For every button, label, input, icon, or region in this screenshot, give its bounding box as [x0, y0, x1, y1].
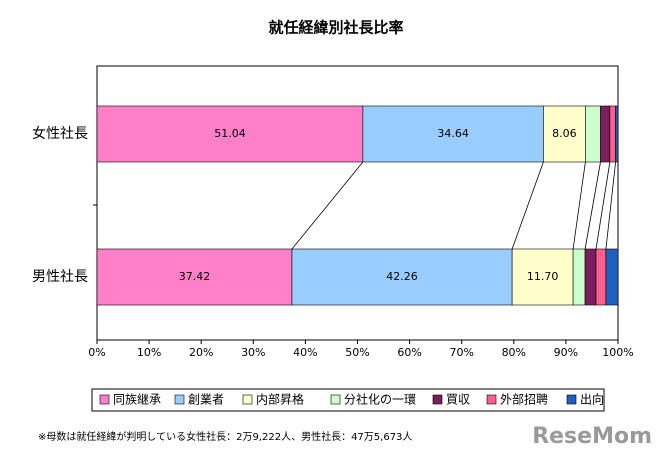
x-tick-label: 40% [293, 346, 317, 359]
series-connector [572, 161, 586, 250]
legend-box [91, 388, 605, 412]
x-tick-label: 10% [137, 346, 161, 359]
bar-segment [609, 105, 616, 163]
x-tick-label: 90% [554, 346, 578, 359]
legend-label: 内部昇格 [256, 392, 304, 407]
series-connector [605, 161, 617, 250]
bar-segment [96, 248, 293, 306]
data-label: 42.26 [386, 270, 418, 283]
data-label: 11.70 [527, 270, 559, 283]
bar-segment [584, 248, 597, 306]
footnote: ※母数は就任経緯が判明している女性社長：2万9,222人、男性社長：47万5,6… [38, 430, 412, 443]
legend-swatch [486, 394, 497, 405]
legend-label: 出向 [580, 392, 604, 407]
data-label: 34.64 [437, 127, 469, 140]
bar-segment [511, 248, 574, 306]
legend-swatch [99, 394, 110, 405]
x-tick-label: 20% [189, 346, 213, 359]
bar-segment [600, 105, 611, 163]
logo: ReseMom [532, 424, 652, 449]
series-connector [291, 161, 364, 250]
x-tick-label: 0% [88, 346, 105, 359]
x-tick-label: 70% [449, 346, 473, 359]
legend-swatch [566, 394, 577, 405]
legend-swatch [330, 394, 341, 405]
data-label: 37.42 [179, 270, 211, 283]
x-tick-label: 30% [241, 346, 265, 359]
category-label: 女性社長 [32, 125, 88, 142]
legend-label: 創業者 [188, 393, 224, 407]
bar-segment [595, 248, 607, 306]
legend-label: 同族継承 [113, 392, 161, 407]
bar-segment [96, 105, 364, 163]
x-tick-label: 100% [602, 346, 633, 359]
series-connector [584, 161, 601, 250]
legend-swatch [242, 394, 253, 405]
data-label: 8.06 [552, 127, 577, 140]
legend-swatch [174, 394, 185, 405]
series-connector [511, 161, 544, 250]
x-tick-label: 60% [397, 346, 421, 359]
legend-label: 外部招聘 [500, 392, 548, 407]
legend-swatch [432, 394, 443, 405]
legend-label: 買収 [446, 393, 470, 407]
data-label: 51.04 [214, 127, 246, 140]
x-tick-label: 80% [502, 346, 526, 359]
bar-segment [615, 105, 619, 163]
bar-segment [543, 105, 586, 163]
category-label: 男性社長 [32, 269, 88, 285]
legend-label: 分社化の一環 [344, 392, 416, 407]
x-tick-label: 50% [345, 346, 369, 359]
chart-title: 就任経緯別社長比率 [268, 19, 403, 37]
bar-segment [605, 248, 619, 306]
bar-segment [585, 105, 601, 163]
bar-segment [291, 248, 513, 306]
series-connector [595, 161, 611, 250]
bar-segment [362, 105, 544, 163]
bar-segment [572, 248, 586, 306]
